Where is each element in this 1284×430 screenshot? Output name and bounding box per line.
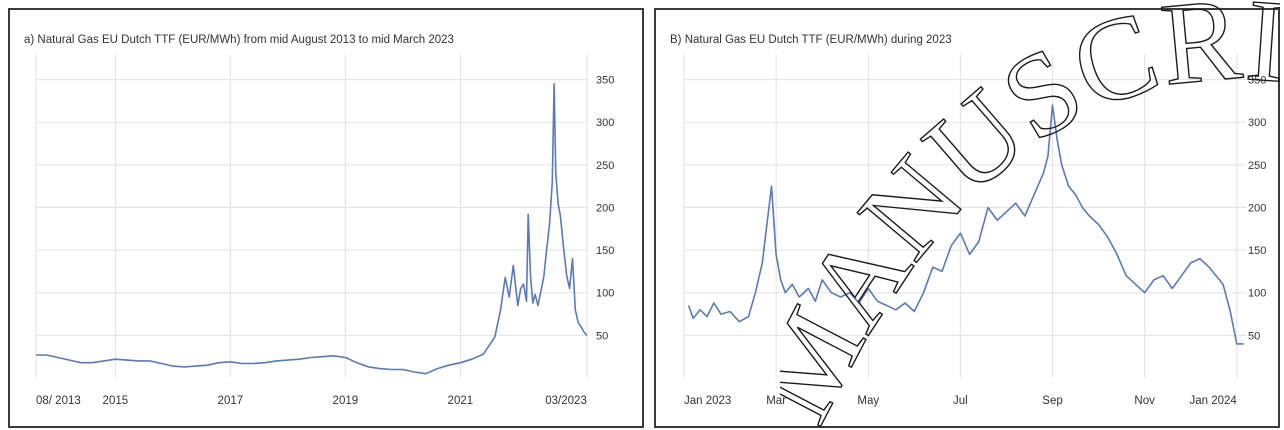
y-tick-label-1: 50: [1248, 330, 1260, 342]
x-tick-label-1: Nov: [1134, 395, 1155, 407]
chart-title-b: B) Natural Gas EU Dutch TTF (EUR/MWh) du…: [670, 34, 952, 46]
x-tick-label-1: Jan 2024: [1189, 395, 1237, 407]
y-tick-label-0: 250: [596, 160, 614, 172]
y-tick-label-0: 200: [596, 202, 614, 214]
y-tick-label-0: 150: [596, 245, 614, 257]
x-tick-label-1: Jul: [953, 395, 968, 407]
y-tick-label-1: 100: [1248, 288, 1266, 300]
x-tick-label-0: 03/2023: [545, 395, 587, 407]
x-tick-label-0: 2019: [333, 395, 359, 407]
chart-panel-a: a) Natural Gas EU Dutch TTF (EUR/MWh) fr…: [8, 8, 644, 428]
x-tick-label-0: 2015: [103, 395, 129, 407]
series-line-0-0: [36, 83, 588, 375]
y-tick-label-1: 300: [1248, 117, 1266, 129]
x-tick-label-1: Sep: [1042, 395, 1062, 407]
series-line-1-0: [687, 104, 1244, 345]
chart-title-a: a) Natural Gas EU Dutch TTF (EUR/MWh) fr…: [24, 34, 454, 46]
x-tick-label-0: 2017: [218, 395, 244, 407]
x-tick-label-0: 08/ 2013: [36, 395, 81, 407]
chart-plot-a: 50 100 150 200 250 300 350 08/ 2013 2015 2017 2019…: [35, 54, 614, 407]
y-tick-label-0: 300: [596, 117, 614, 129]
chart-plot-b: 50 100 150 200 250 300 350 Jan 2023 Mar May Jul Sep…: [683, 54, 1266, 407]
y-tick-label-0: 350: [596, 75, 614, 87]
x-tick-label-1: Mar: [766, 395, 786, 407]
y-tick-label-0: 50: [596, 330, 608, 342]
y-tick-label-1: 150: [1248, 245, 1266, 257]
y-tick-label-1: 350: [1248, 75, 1266, 87]
x-tick-label-1: Jan 2023: [684, 395, 731, 407]
y-tick-label-0: 100: [596, 288, 614, 300]
y-tick-label-1: 200: [1248, 202, 1266, 214]
chart-panel-b: B) Natural Gas EU Dutch TTF (EUR/MWh) du…: [654, 8, 1280, 428]
y-tick-label-1: 250: [1248, 160, 1266, 172]
x-tick-label-1: May: [857, 395, 879, 407]
x-tick-label-0: 2021: [448, 395, 474, 407]
